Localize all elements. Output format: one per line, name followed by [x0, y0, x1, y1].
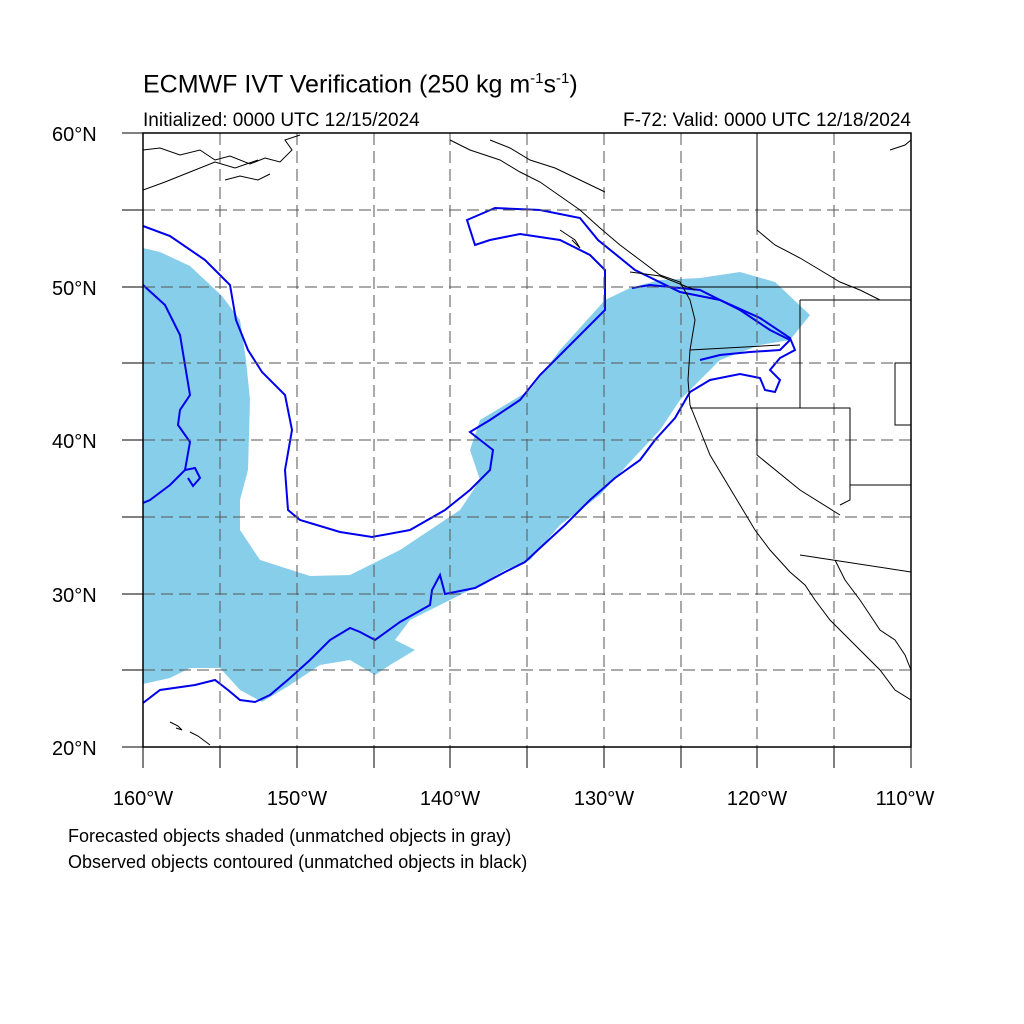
coastlines	[143, 134, 911, 746]
grid-lines	[143, 133, 911, 747]
caption-observed: Observed objects contoured (unmatched ob…	[68, 852, 528, 872]
political-borders	[688, 133, 911, 573]
caption-forecast: Forecasted objects shaded (unmatched obj…	[68, 826, 512, 846]
lon-label-140w: 140°W	[420, 788, 480, 810]
lon-ticks	[142, 747, 912, 768]
lat-label-60: 60°N	[52, 124, 97, 146]
lat-label-50: 50°N	[52, 278, 97, 300]
valid-time-label: F-72: Valid: 0000 UTC 12/18/2024	[623, 110, 911, 131]
lon-label-120w: 120°W	[727, 788, 787, 810]
forecast-ivt-object	[143, 248, 810, 702]
init-time-label: Initialized: 0000 UTC 12/15/2024	[143, 110, 420, 131]
lon-label-110w: 110°W	[876, 788, 935, 810]
lon-label-150w: 150°W	[267, 788, 327, 810]
chart-title: ECMWF IVT Verification (250 kg m-1s-1)	[143, 70, 578, 99]
lat-label-40: 40°N	[52, 431, 97, 453]
lon-label-130w: 130°W	[574, 788, 634, 810]
lat-label-20: 20°N	[52, 738, 97, 760]
lat-label-30: 30°N	[52, 585, 97, 607]
lat-ticks	[122, 132, 143, 748]
lon-label-160w: 160°W	[113, 788, 173, 810]
